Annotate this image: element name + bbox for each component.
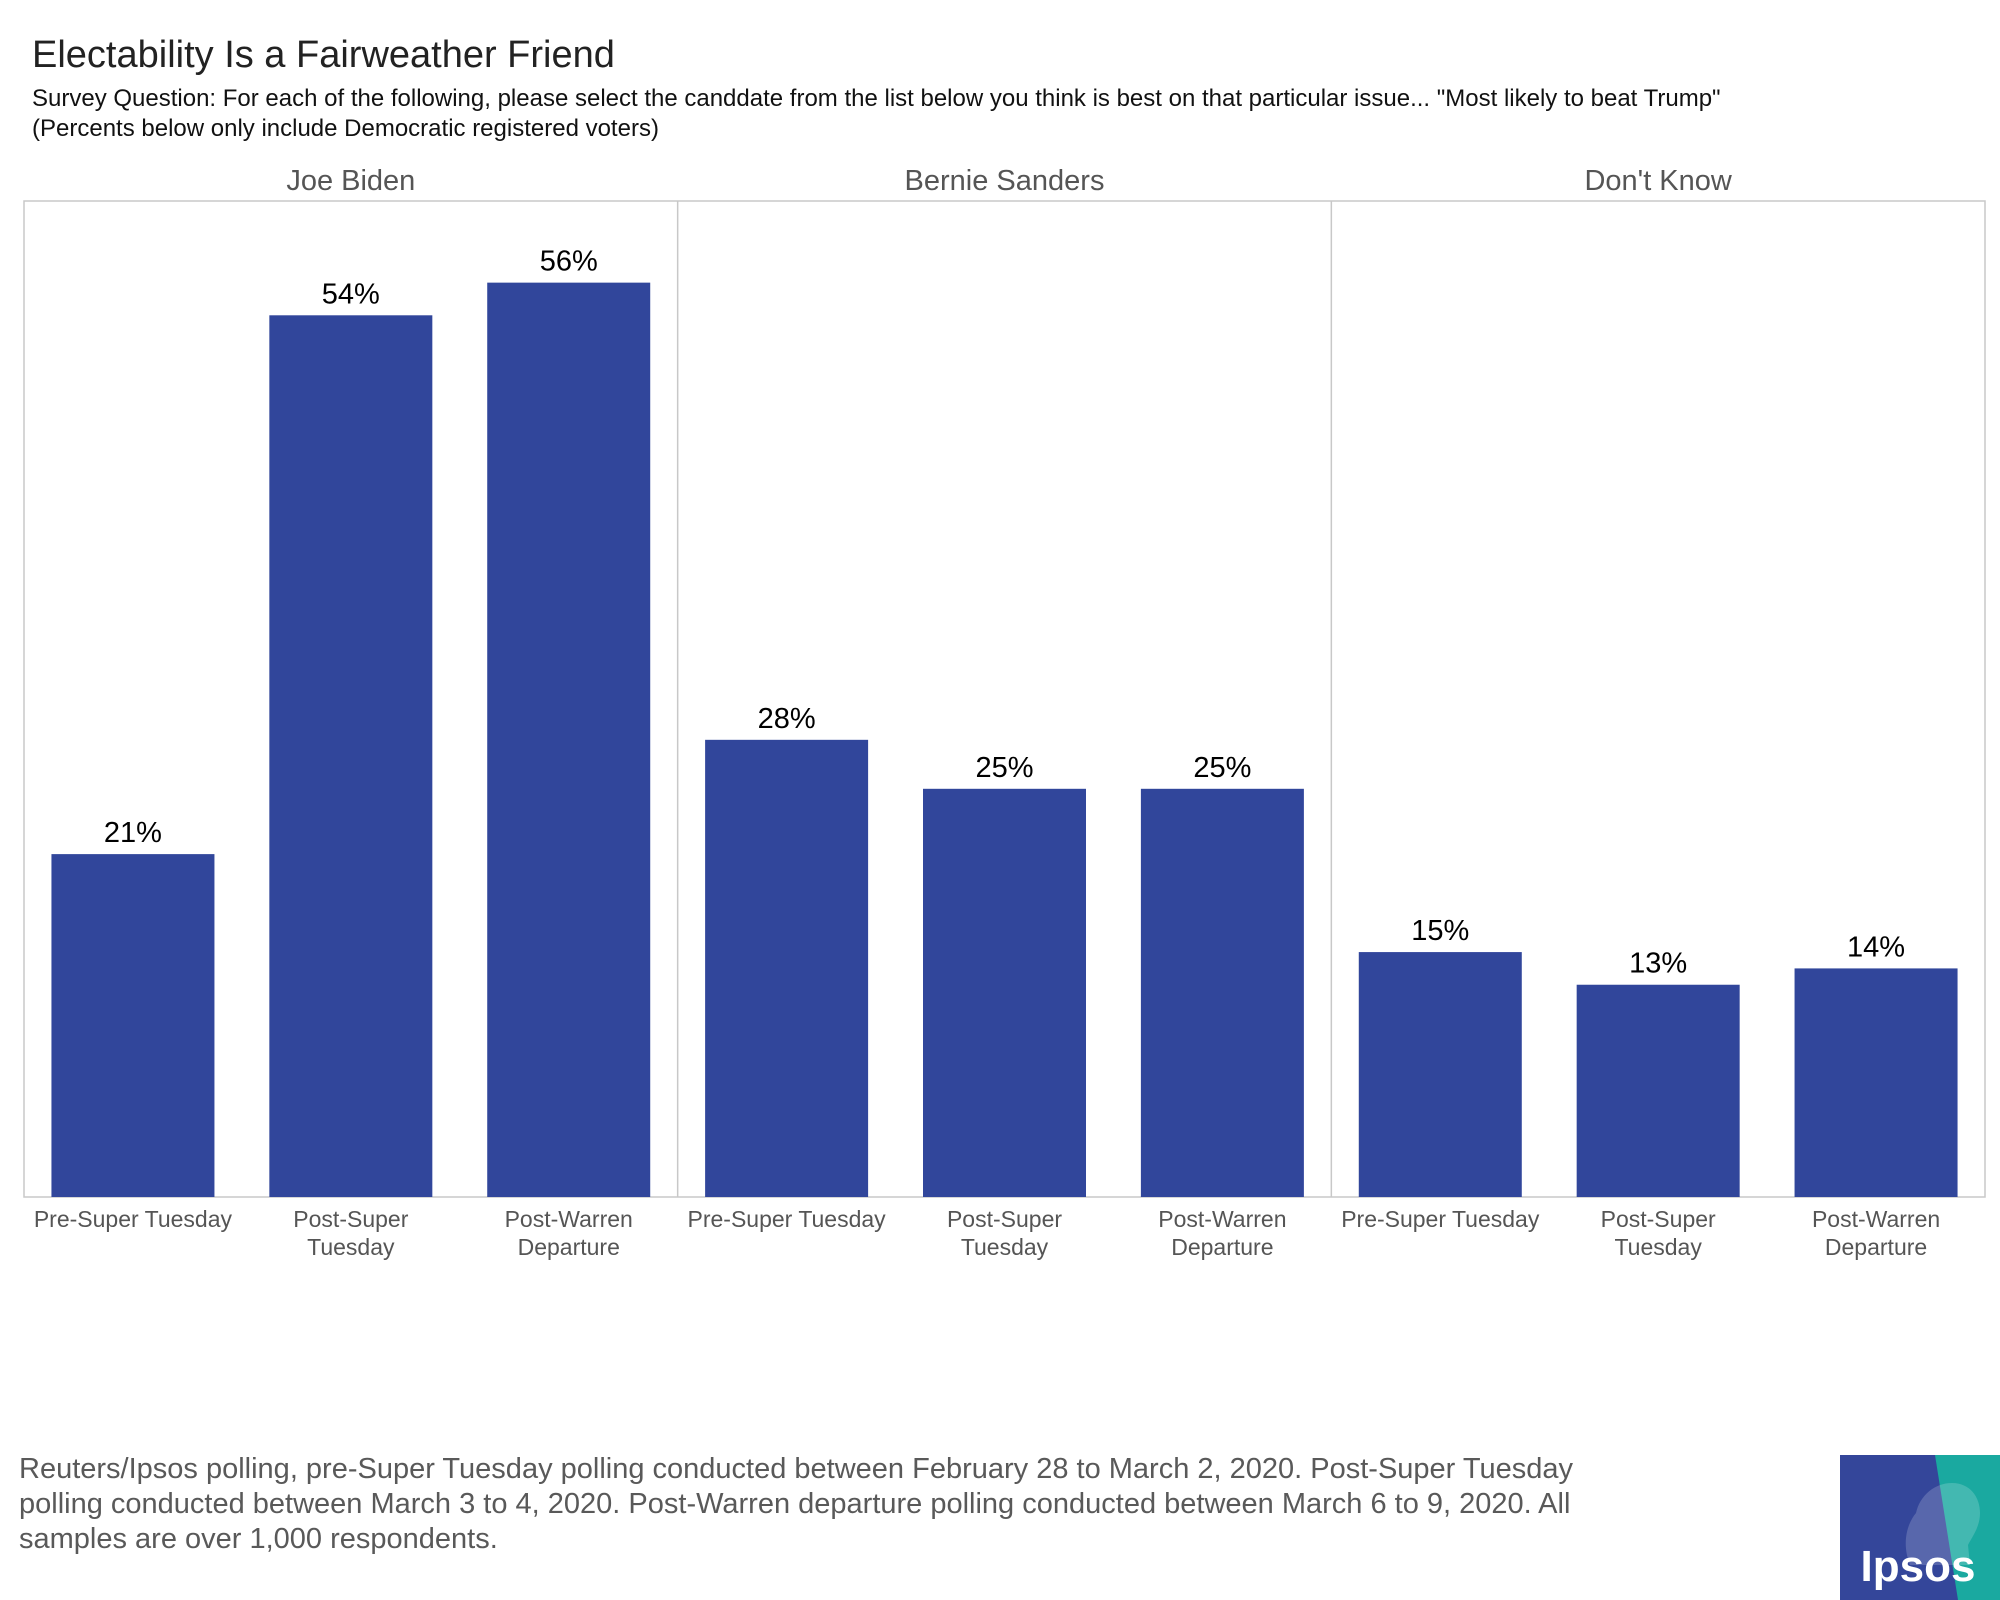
chart-subtitle: Survey Question: For each of the followi… (32, 84, 1721, 144)
tick-label: Post-Super Tuesday (1601, 1206, 1716, 1260)
data-label: 25% (1193, 752, 1251, 784)
tick-label: Post-Super Tuesday (293, 1206, 408, 1260)
tick-label: Pre-Super Tuesday (34, 1206, 233, 1232)
data-label: 15% (1411, 915, 1469, 947)
tick-label: Post-Super Tuesday (947, 1206, 1062, 1260)
bar (1794, 968, 1958, 1197)
tick-label: Post-Warren Departure (505, 1206, 633, 1260)
ipsos-logo: Ipsos (1840, 1455, 2000, 1600)
chart-title: Electability Is a Fairweather Friend (32, 34, 615, 76)
facet-label: Bernie Sanders (905, 165, 1105, 197)
facet-label: Don't Know (1584, 165, 1732, 197)
tick-label: Post-Warren Departure (1812, 1206, 1940, 1260)
facet-label: Joe Biden (286, 165, 415, 197)
subtitle-line-2: (Percents below only include Democratic … (32, 115, 659, 142)
data-label: 56% (540, 246, 598, 278)
footnote: Reuters/Ipsos polling, pre-Super Tuesday… (19, 1453, 1574, 1555)
bar (705, 739, 869, 1197)
data-label: 14% (1847, 931, 1905, 963)
bar (1140, 788, 1304, 1197)
logo-text: Ipsos (1861, 1542, 1976, 1591)
bar-chart: Joe Biden 21% Pre-Super Tuesday 54% Post-Sup… (23, 165, 1986, 1260)
data-label: 28% (758, 703, 816, 735)
tick-label: Post-Warren Departure (1158, 1206, 1286, 1260)
subtitle-line-1: Survey Question: For each of the followi… (32, 85, 1721, 112)
bar (1358, 952, 1522, 1197)
tick-label: Pre-Super Tuesday (1341, 1206, 1540, 1232)
bar (269, 315, 433, 1198)
bar (487, 282, 651, 1197)
data-label: 13% (1629, 948, 1687, 980)
bar (923, 788, 1086, 1197)
data-label: 54% (322, 278, 380, 310)
tick-label: Pre-Super Tuesday (688, 1206, 887, 1232)
data-label: 21% (104, 817, 162, 849)
bar (51, 854, 215, 1197)
bar (1576, 984, 1740, 1197)
data-label: 25% (975, 752, 1033, 784)
